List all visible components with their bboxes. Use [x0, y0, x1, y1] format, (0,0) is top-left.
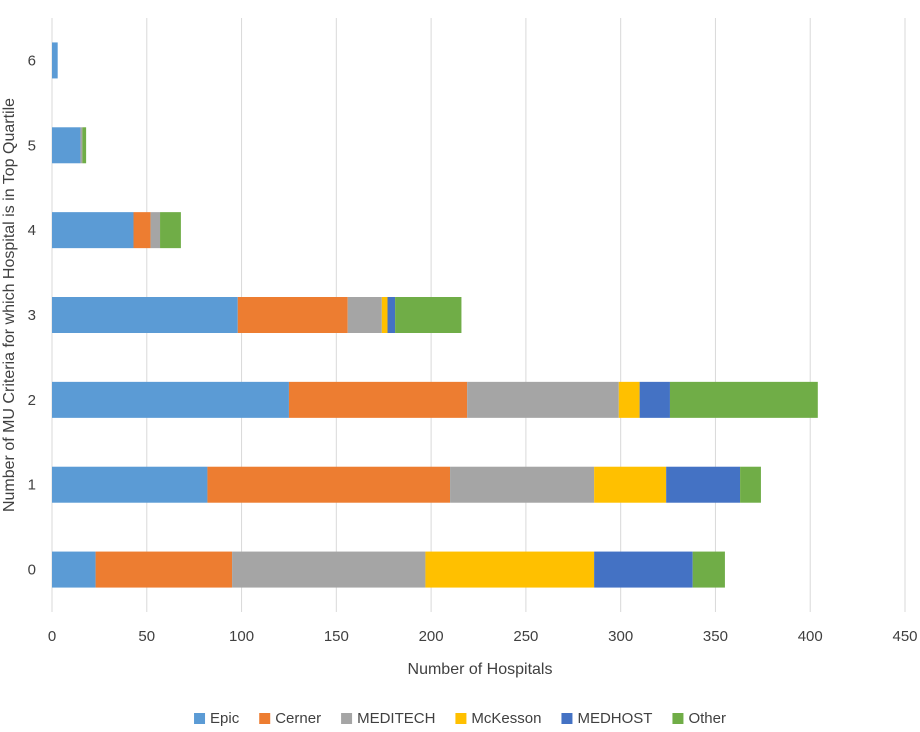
bar-other-cat-1	[740, 466, 761, 503]
legend: Epic Cerner MEDITECH McKesson MEDHOST Other	[194, 710, 726, 727]
bar-meditech-cat-2	[467, 381, 619, 418]
bar-cerner-cat-2	[288, 381, 468, 418]
y-axis-title: Number of MU Criteria for which Hospital…	[1, 98, 18, 512]
bar-meditech-cat-4	[150, 212, 161, 249]
legend-swatch-other	[672, 713, 684, 724]
bars	[52, 42, 818, 588]
legend-item-epic: Epic	[194, 710, 240, 727]
bar-mckesson-cat-3	[381, 297, 388, 333]
bar-epic-cat-1	[52, 466, 208, 503]
legend-swatch-meditech	[341, 713, 353, 724]
bar-epic-cat-3	[52, 297, 238, 333]
bar-mckesson-cat-2	[618, 381, 640, 418]
x-tick-label-50: 50	[138, 628, 155, 645]
y-tick-label-3: 3	[28, 307, 36, 324]
x-tick-label-350: 350	[703, 628, 728, 645]
legend-swatch-medhost	[561, 713, 573, 724]
legend-label-cerner: Cerner	[275, 710, 321, 727]
bar-meditech-cat-0	[232, 551, 426, 588]
bar-other-cat-0	[692, 551, 725, 588]
y-tick-label-2: 2	[28, 392, 36, 409]
x-tick-label-150: 150	[324, 628, 349, 645]
bar-epic-cat-6	[52, 42, 58, 79]
legend-label-mckesson: McKesson	[471, 710, 541, 727]
legend-label-medhost: MEDHOST	[577, 710, 652, 727]
legend-swatch-cerner	[259, 713, 271, 724]
x-tick-label-450: 450	[892, 628, 917, 645]
legend-item-mckesson: McKesson	[455, 710, 541, 727]
bar-meditech-cat-1	[450, 466, 595, 503]
bar-other-cat-2	[669, 381, 818, 418]
bar-epic-cat-2	[52, 381, 289, 418]
bar-epic-cat-5	[52, 127, 81, 164]
legend-label-meditech: MEDITECH	[357, 710, 435, 727]
bar-cerner-cat-4	[133, 212, 151, 249]
legend-item-medhost: MEDHOST	[561, 710, 652, 727]
bar-mckesson-cat-1	[594, 466, 667, 503]
x-tick-label-400: 400	[798, 628, 823, 645]
bar-meditech-cat-3	[347, 297, 382, 333]
bar-meditech-cat-5	[80, 127, 83, 164]
bar-medhost-cat-0	[594, 551, 693, 588]
legend-item-cerner: Cerner	[259, 710, 321, 727]
x-tick-label-0: 0	[48, 628, 56, 645]
y-tick-labels: 0 1 2 3 4 5 6	[28, 52, 36, 578]
x-tick-label-200: 200	[419, 628, 444, 645]
bar-epic-cat-0	[52, 551, 96, 588]
bar-medhost-cat-2	[639, 381, 670, 418]
legend-item-other: Other	[672, 710, 726, 727]
bar-medhost-cat-3	[387, 297, 396, 333]
bar-cerner-cat-0	[95, 551, 233, 588]
bar-other-cat-5	[82, 127, 87, 164]
x-tick-label-100: 100	[229, 628, 254, 645]
bar-epic-cat-4	[52, 212, 134, 249]
legend-swatch-mckesson	[455, 713, 467, 724]
y-tick-label-1: 1	[28, 477, 36, 494]
bar-cerner-cat-1	[207, 466, 451, 503]
legend-label-other: Other	[688, 710, 726, 727]
bar-other-cat-3	[395, 297, 462, 333]
bar-mckesson-cat-0	[425, 551, 595, 588]
legend-swatch-epic	[194, 713, 206, 724]
legend-label-epic: Epic	[210, 710, 240, 727]
x-tick-label-300: 300	[608, 628, 633, 645]
x-tick-labels: 0 50 100 150 200 250 300 350 400 450	[48, 628, 918, 645]
bar-medhost-cat-1	[666, 466, 741, 503]
bar-cerner-cat-3	[237, 297, 348, 333]
y-tick-label-5: 5	[28, 137, 36, 154]
legend-item-meditech: MEDITECH	[341, 710, 435, 727]
y-tick-label-6: 6	[28, 52, 36, 69]
x-axis-title: Number of Hospitals	[408, 661, 553, 678]
y-tick-label-0: 0	[28, 562, 36, 579]
bar-other-cat-4	[160, 212, 181, 249]
y-tick-label-4: 4	[28, 222, 36, 239]
x-tick-label-250: 250	[513, 628, 538, 645]
